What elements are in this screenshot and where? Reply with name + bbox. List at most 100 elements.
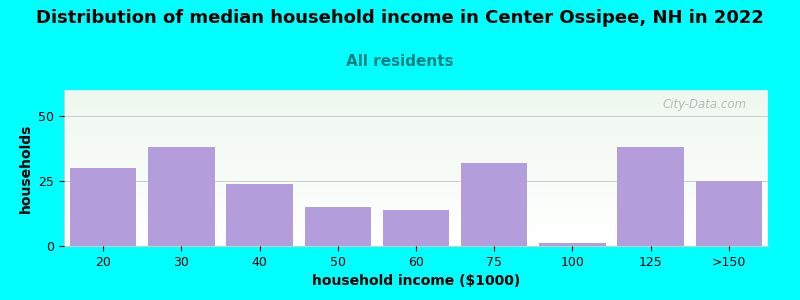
Bar xyxy=(64,173,768,174)
Bar xyxy=(64,182,768,184)
Bar xyxy=(64,220,768,221)
Bar xyxy=(64,218,768,220)
Bar xyxy=(64,148,768,149)
Bar xyxy=(64,118,768,120)
Bar xyxy=(64,232,768,233)
Bar xyxy=(64,207,768,208)
Bar xyxy=(64,135,768,137)
Bar xyxy=(64,98,768,99)
Bar xyxy=(64,138,768,140)
Bar xyxy=(64,130,768,132)
Bar xyxy=(64,140,768,142)
Bar xyxy=(382,210,450,246)
Bar xyxy=(64,174,768,176)
Bar xyxy=(64,157,768,159)
Bar xyxy=(696,181,762,246)
Bar xyxy=(64,193,768,194)
Bar xyxy=(64,227,768,229)
Bar xyxy=(64,223,768,224)
Bar xyxy=(64,212,768,213)
Bar xyxy=(64,168,768,170)
Bar xyxy=(64,154,768,155)
Bar xyxy=(64,179,768,181)
Bar xyxy=(64,113,768,115)
Bar xyxy=(64,149,768,151)
Bar xyxy=(64,229,768,230)
Bar xyxy=(64,124,768,126)
Bar xyxy=(64,233,768,235)
Bar xyxy=(64,112,768,113)
Bar xyxy=(64,132,768,134)
Bar xyxy=(64,199,768,201)
Bar xyxy=(64,235,768,237)
Bar xyxy=(64,123,768,124)
Bar xyxy=(64,169,768,171)
Bar xyxy=(305,207,371,246)
Bar xyxy=(64,198,768,199)
Bar xyxy=(64,210,768,212)
Bar xyxy=(64,142,768,143)
Bar xyxy=(64,176,768,177)
Bar xyxy=(64,201,768,202)
Bar xyxy=(64,137,768,138)
Bar xyxy=(64,241,768,243)
Bar xyxy=(64,226,768,227)
Bar xyxy=(64,208,768,210)
Bar xyxy=(618,147,684,246)
Bar xyxy=(64,143,768,145)
Bar xyxy=(64,181,768,182)
Bar xyxy=(64,92,768,93)
Bar xyxy=(64,101,768,103)
Bar xyxy=(64,103,768,104)
Bar xyxy=(64,110,768,112)
Bar xyxy=(64,237,768,238)
Bar xyxy=(64,194,768,196)
Bar xyxy=(148,147,214,246)
Bar xyxy=(64,99,768,101)
Bar xyxy=(64,160,768,162)
Bar xyxy=(64,167,768,168)
Bar xyxy=(64,109,768,110)
Text: Distribution of median household income in Center Ossipee, NH in 2022: Distribution of median household income … xyxy=(36,9,764,27)
Bar xyxy=(64,155,768,157)
X-axis label: household income ($1000): household income ($1000) xyxy=(312,274,520,288)
Bar xyxy=(64,224,768,226)
Bar xyxy=(539,243,606,246)
Bar xyxy=(64,115,768,116)
Bar xyxy=(64,206,768,207)
Bar xyxy=(64,128,768,129)
Bar xyxy=(64,93,768,95)
Bar xyxy=(64,146,768,148)
Bar xyxy=(64,244,768,246)
Bar xyxy=(64,230,768,232)
Bar xyxy=(64,187,768,188)
Bar xyxy=(64,134,768,135)
Y-axis label: households: households xyxy=(18,123,33,213)
Bar xyxy=(64,145,768,146)
Bar xyxy=(64,213,768,215)
Bar xyxy=(64,196,768,198)
Bar xyxy=(64,126,768,128)
Text: City-Data.com: City-Data.com xyxy=(662,98,747,111)
Text: All residents: All residents xyxy=(346,54,454,69)
Bar xyxy=(64,159,768,160)
Bar xyxy=(64,107,768,109)
Bar xyxy=(461,163,527,246)
Bar xyxy=(64,215,768,216)
Bar xyxy=(64,221,768,223)
Bar xyxy=(226,184,293,246)
Bar xyxy=(64,185,768,187)
Bar xyxy=(64,191,768,193)
Bar xyxy=(64,116,768,118)
Bar xyxy=(64,95,768,96)
Bar xyxy=(64,171,768,173)
Bar xyxy=(64,165,768,166)
Bar xyxy=(64,204,768,206)
Bar xyxy=(64,190,768,191)
Bar xyxy=(64,162,768,163)
Bar xyxy=(70,168,136,246)
Bar xyxy=(64,96,768,98)
Bar xyxy=(64,90,768,92)
Bar xyxy=(64,240,768,241)
Bar xyxy=(64,188,768,190)
